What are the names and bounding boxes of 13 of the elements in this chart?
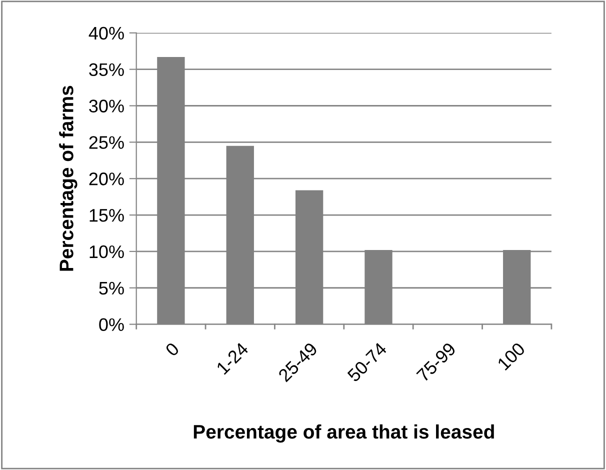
x-tick-label: 0 bbox=[164, 342, 180, 357]
y-tick-label: 10% bbox=[90, 245, 124, 258]
y-tick-label: 25% bbox=[89, 136, 124, 149]
y-tick-label: 35% bbox=[89, 63, 124, 76]
y-tick-label: 20% bbox=[89, 172, 124, 186]
y-tick-label: 40% bbox=[88, 26, 124, 40]
y-tick-label: 0% bbox=[99, 318, 124, 332]
y-tick-label: 30% bbox=[89, 100, 124, 112]
y-axis-title: Percentage of farms bbox=[59, 86, 78, 271]
y-tick-label: 5% bbox=[99, 282, 124, 295]
x-tick-label: 100 bbox=[496, 342, 526, 371]
y-tick-label: 15% bbox=[90, 209, 124, 222]
x-axis-title: Percentage of area that is leased bbox=[194, 424, 494, 443]
